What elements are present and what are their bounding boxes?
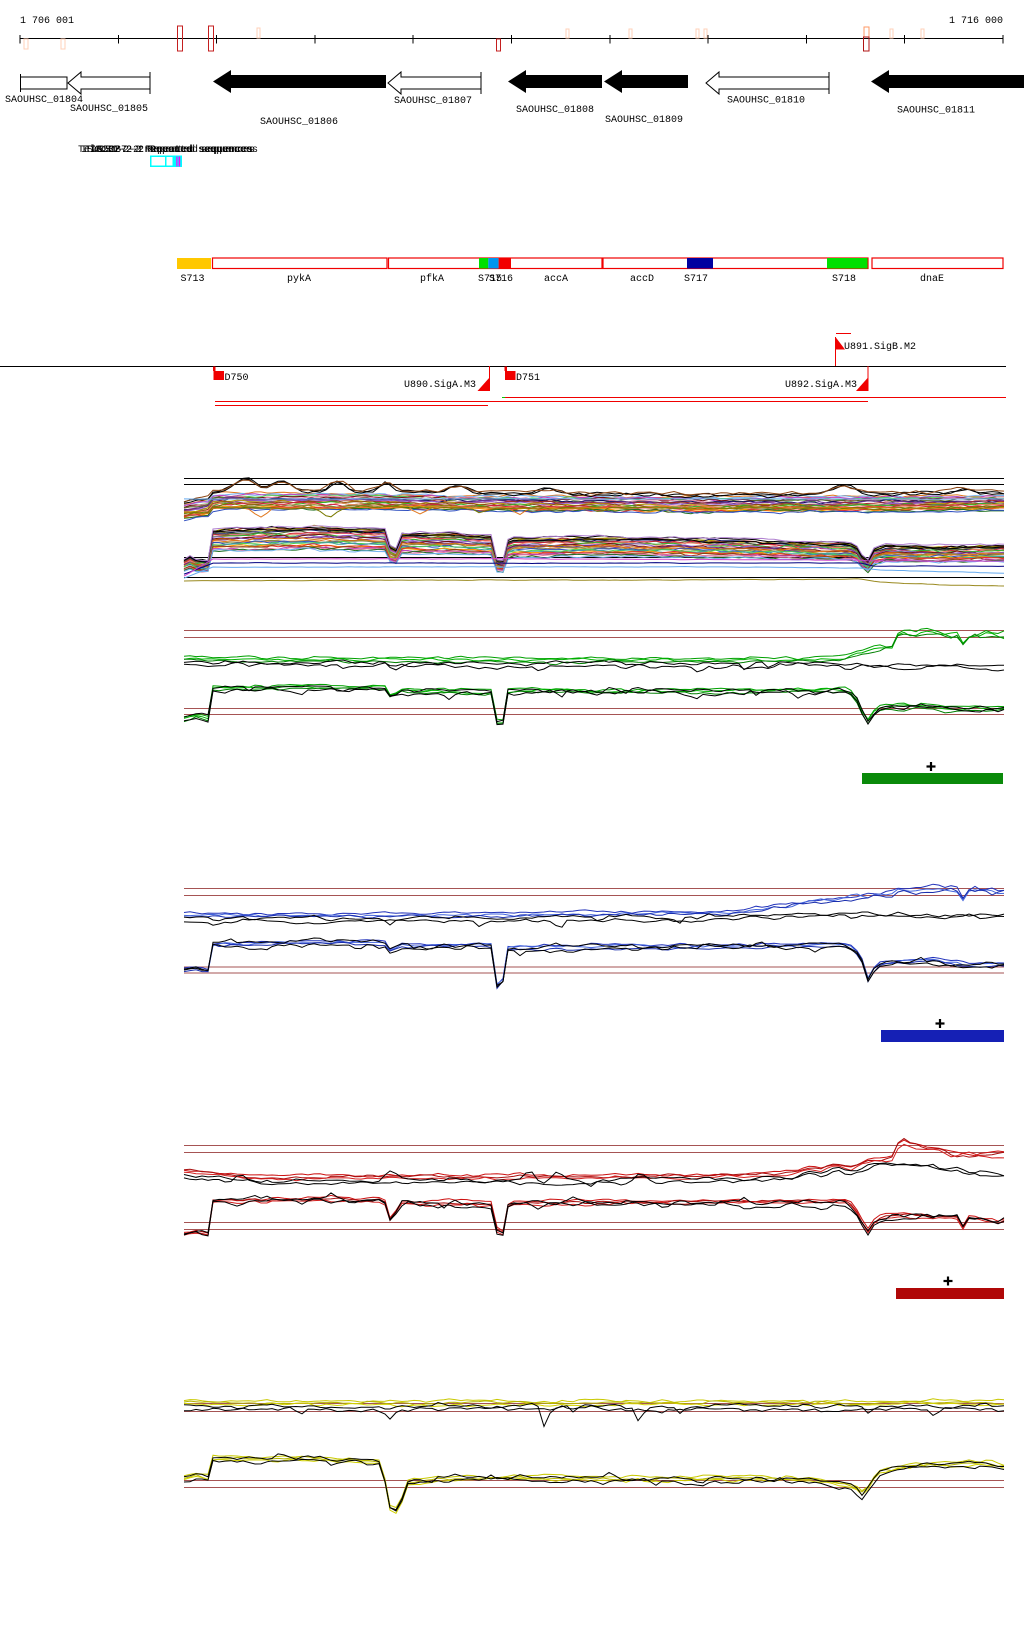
svg-text:accD: accD [630,274,654,285]
svg-text:SAOUHSC_01807: SAOUHSC_01807 [394,96,472,107]
svg-text:S718: S718 [832,274,856,285]
svg-text:SAOUHSC_01804: SAOUHSC_01804 [5,95,83,106]
svg-text:S713: S713 [181,274,205,285]
svg-text:Tn552B7-2 Repeated sequences: Tn552B7-2 Repeated sequences [85,144,253,156]
svg-text:S717: S717 [684,274,708,285]
svg-text:SAOUHSC_01806: SAOUHSC_01806 [260,117,338,128]
svg-text:TelA2B7-2-2 Repeated sequences: TelA2B7-2-2 Repeated sequences [78,144,258,156]
svg-text:U891.SigB.M2: U891.SigB.M2 [844,341,916,353]
svg-text:1 716 000: 1 716 000 [949,16,1003,27]
svg-text:S715: S715 [478,274,502,285]
svg-text:IS4131-2-2 Repeated sequences: IS4131-2-2 Repeated sequences [81,144,255,156]
svg-text:pfkA: pfkA [420,273,444,285]
svg-text:SAOUHSC_01809: SAOUHSC_01809 [605,115,683,126]
svg-text:pykA: pykA [287,273,311,285]
svg-text:dnaE: dnaE [920,273,944,285]
svg-text:1 706 001: 1 706 001 [20,16,74,27]
svg-text:D750: D750 [225,373,249,384]
svg-text:SAOUHSC_01811: SAOUHSC_01811 [897,106,975,117]
svg-text:U890.SigA.M3: U890.SigA.M3 [404,379,476,391]
svg-text:S716: S716 [489,274,513,285]
svg-text:accA: accA [544,274,568,285]
svg-text:U892.SigA.M3: U892.SigA.M3 [785,379,857,391]
svg-text:SAOUHSC_01805: SAOUHSC_01805 [70,104,148,115]
svg-text:SAOUHSC_01808: SAOUHSC_01808 [516,105,594,116]
svg-text:D751: D751 [516,373,540,384]
svg-text:SAOUHSC_01810: SAOUHSC_01810 [727,96,805,107]
svg-text:IS232-2 truncated sequences: IS232-2 truncated sequences [90,144,252,156]
